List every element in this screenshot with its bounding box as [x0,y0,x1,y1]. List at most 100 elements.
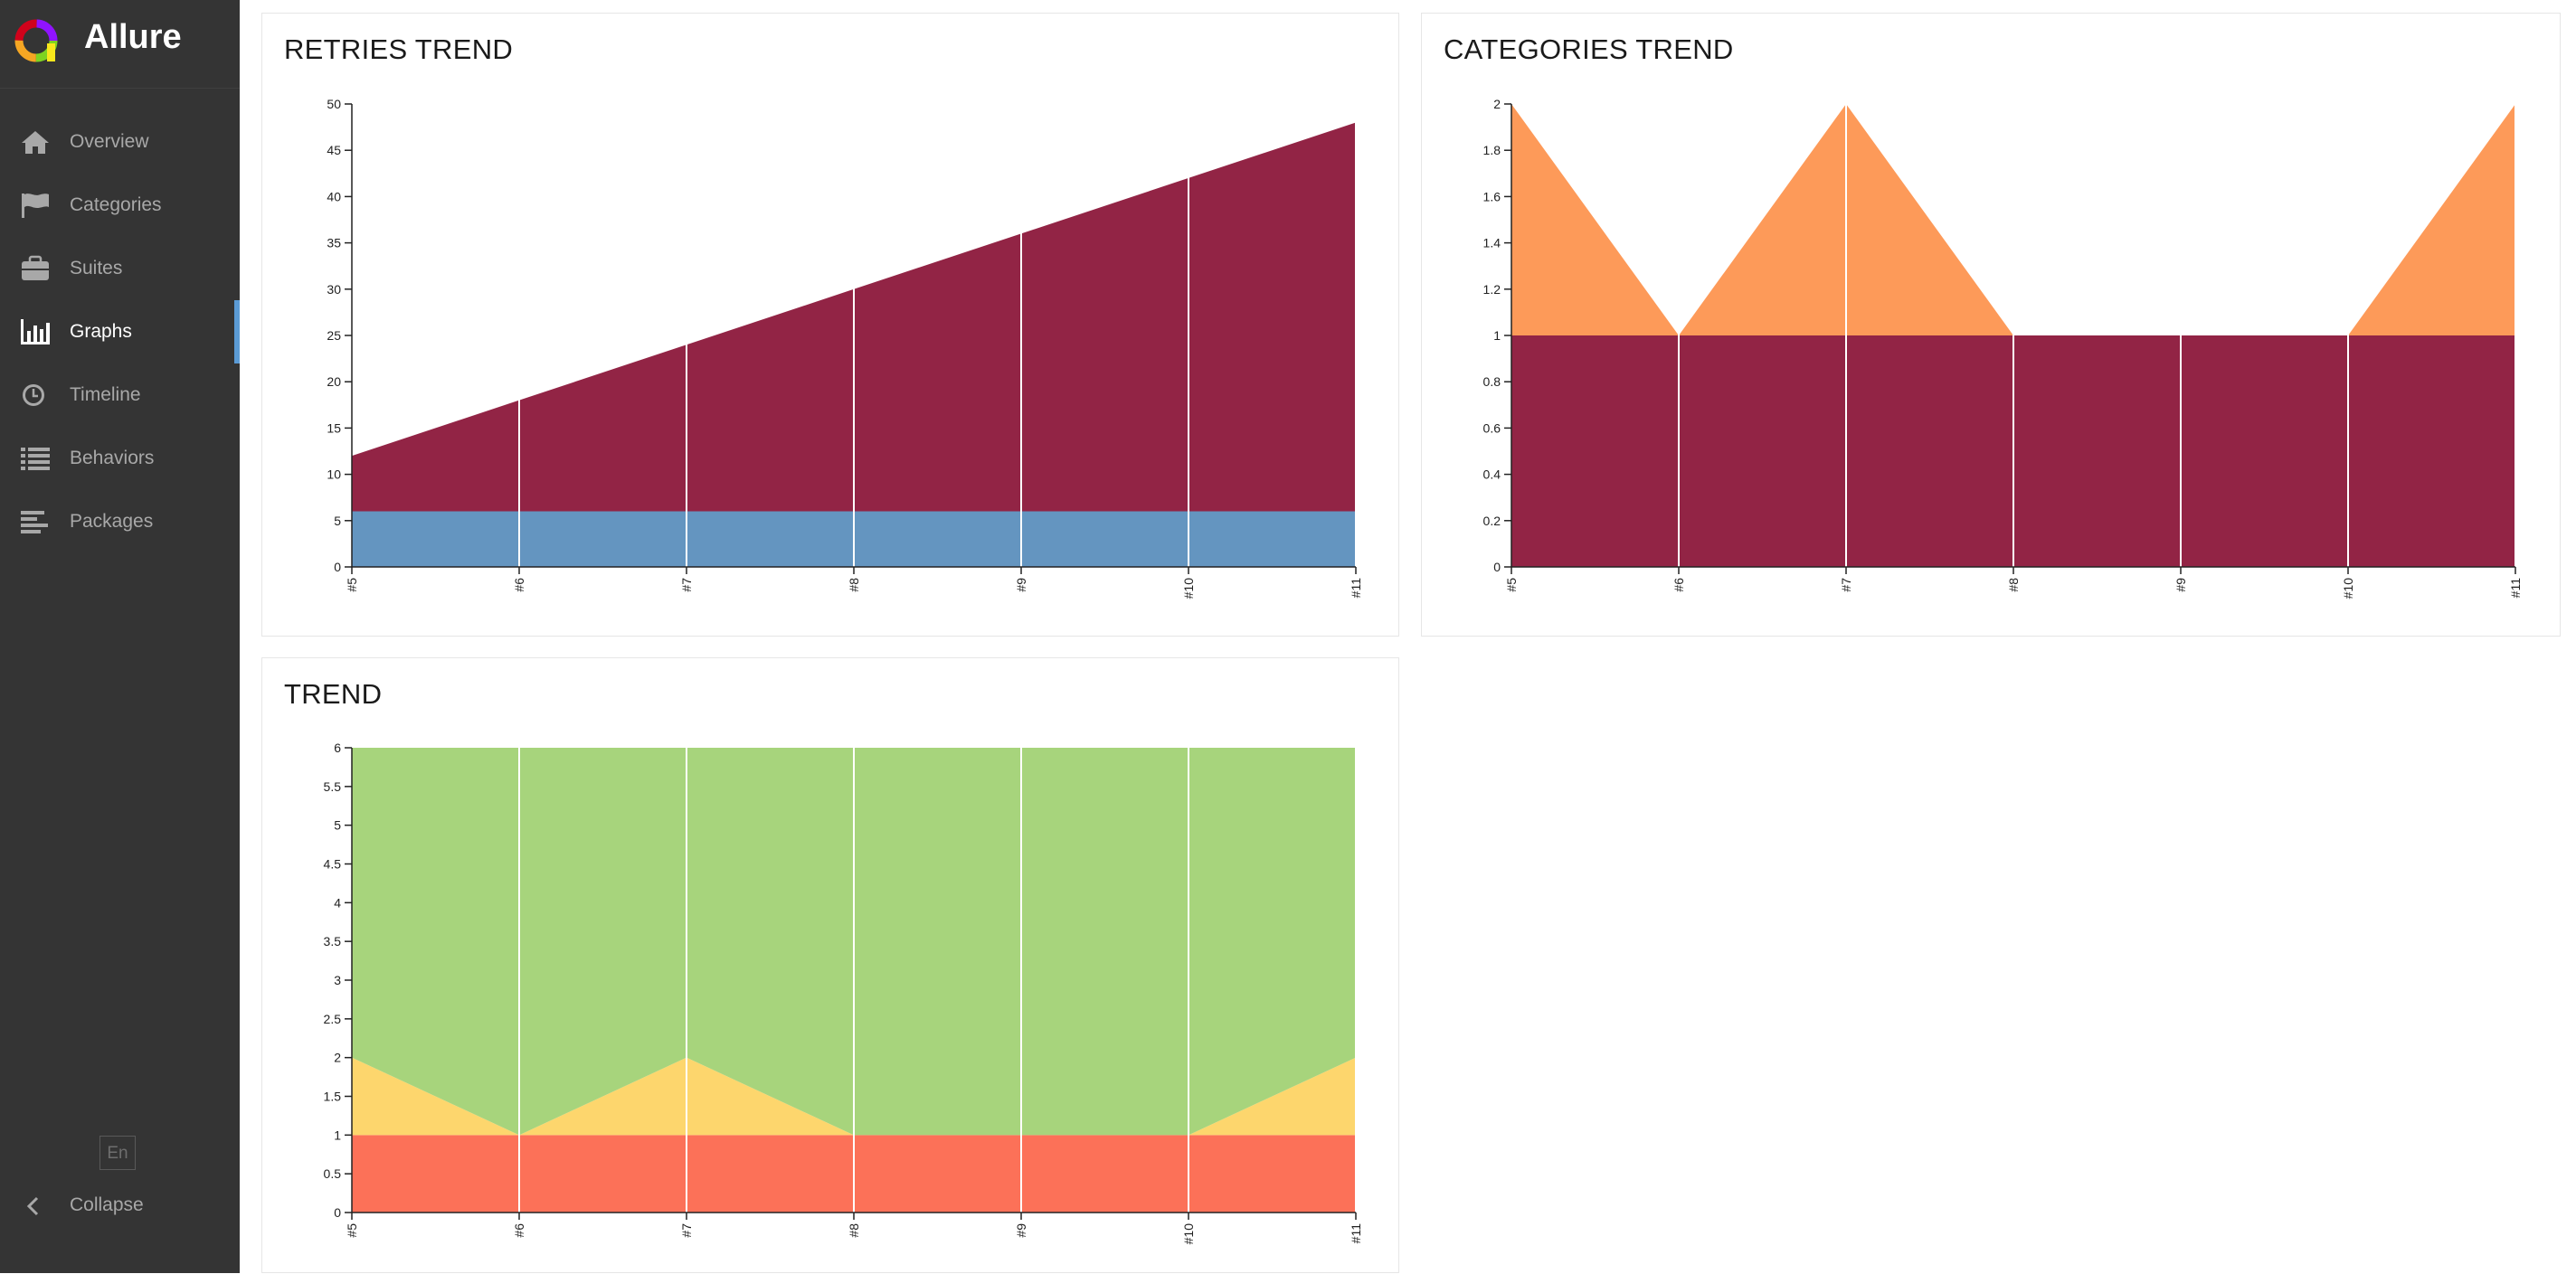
retries-trend-widget: RETRIES TREND 0 5 10 15 20 25 30 35 40 45 50 #5 #6 #7… [261,13,1399,637]
briefcase-icon [22,255,49,280]
sidebar-item-graphs[interactable]: Graphs [0,300,240,363]
y-tick-label: 15 [327,420,341,435]
trend-chart: 0 0.5 1 1.5 2 2.5 3 3.5 4 4.5 5 5.5 6 #5 #6 #7 #8 #9 #10 #1… [324,741,1363,1244]
x-tick-label: #9 [2174,578,2188,592]
y-tick-label: 40 [327,189,341,203]
y-tick-label: 30 [327,282,341,297]
x-tick-label: #7 [679,1223,694,1238]
y-tick-label: 0.5 [324,1166,342,1181]
y-tick-label: 0.6 [1483,420,1501,435]
y-tick-label: 1.4 [1483,236,1501,250]
y-tick-label: 0.8 [1483,374,1501,389]
sidebar-item-label: Suites [70,258,123,278]
x-tick-label: #5 [345,578,359,592]
y-tick-label: 2.5 [324,1012,342,1026]
sidebar-item-label: Packages [70,511,154,532]
y-tick-label: 2 [334,1051,341,1065]
sidebar-item-packages[interactable]: Packages [0,490,240,553]
y-tick-label: 20 [327,374,341,389]
categories-trend-widget: CATEGORIES TREND 0 0.2 0.4 0.6 0.8 1 1.2 1.4 1.6… [1421,13,2561,637]
y-tick-label: 45 [327,143,341,157]
y-tick-label: 6 [334,741,341,755]
widget-title: TREND [284,678,383,710]
x-tick-label: #11 [1349,578,1363,599]
x-tick-label: #6 [512,578,526,592]
sidebar: Allure Overview Categories Suites [0,0,240,1273]
y-tick-label: 1.5 [324,1090,342,1104]
x-tick-label: #8 [847,578,861,592]
y-tick-label: 0.2 [1483,514,1501,528]
axes: 0 5 10 15 20 25 30 35 40 45 50 #5 #6 #7 #8 #9 #10 #11 [327,97,1363,599]
sidebar-item-suites[interactable]: Suites [0,237,240,300]
y-tick-label: 1.8 [1483,143,1501,157]
app-title: Allure [84,18,182,56]
clock-icon [23,384,44,406]
bar-chart-icon [21,319,50,344]
x-tick-label: #5 [345,1223,359,1238]
y-tick-label: 3 [334,973,341,987]
sidebar-item-timeline[interactable]: Timeline [0,363,240,427]
sidebar-item-overview[interactable]: Overview [0,110,240,174]
y-tick-label: 0.4 [1483,467,1501,482]
y-tick-label: 10 [327,467,341,482]
y-tick-label: 35 [327,236,341,250]
sidebar-item-label: Behaviors [70,448,155,468]
x-tick-label: #8 [847,1223,861,1238]
list-icon [21,448,50,470]
sidebar-nav: Overview Categories Suites [0,110,240,553]
sidebar-item-behaviors[interactable]: Behaviors [0,427,240,490]
y-tick-label: 25 [327,328,341,343]
x-tick-label: #6 [1672,578,1686,592]
y-tick-label: 1 [334,1128,341,1142]
y-tick-label: 3.5 [324,934,342,948]
chevron-left-icon [26,1196,39,1216]
sidebar-item-categories[interactable]: Categories [0,174,240,237]
axes: 0 0.2 0.4 0.6 0.8 1 1.2 1.4 1.6 1.8 2 #5 #6 #7 #8 #9 #10… [1483,97,2523,599]
axes: 0 0.5 1 1.5 2 2.5 3 3.5 4 4.5 5 5.5 6 #5 #6 #7 #8 #9 #10 #1… [324,741,1363,1244]
y-tick-label: 2 [1493,97,1501,111]
x-tick-label: #11 [1349,1223,1363,1244]
trend-widget: TREND 0 0.5 1 1.5 2 2.5 3 3.5 4 4.5 5 5.5 6 #5 #6 #7 #8 #… [261,657,1399,1273]
home-icon [22,131,49,154]
area-series-1 [1511,104,2515,335]
x-tick-label: #5 [1504,578,1519,592]
sidebar-item-label: Timeline [70,384,141,405]
flag-icon [22,193,49,218]
y-tick-label: 0 [334,1205,341,1220]
y-tick-label: 50 [327,97,341,111]
x-tick-label: #11 [2508,578,2523,599]
x-tick-label: #7 [679,578,694,592]
y-tick-label: 5 [334,818,341,833]
y-tick-label: 5 [334,514,341,528]
y-tick-label: 0 [334,560,341,574]
categories-trend-chart: 0 0.2 0.4 0.6 0.8 1 1.2 1.4 1.6 1.8 2 #5 #6 #7 #8 #9 #10… [1483,97,2523,599]
allure-logo-icon [14,19,58,62]
sidebar-item-label: Categories [70,194,162,215]
brand[interactable]: Allure [0,0,240,89]
collapse-button[interactable]: Collapse [0,1184,240,1226]
align-left-icon [21,511,48,533]
x-tick-label: #10 [1181,1223,1196,1245]
sidebar-item-label: Overview [70,131,149,152]
y-tick-label: 1.2 [1483,282,1501,297]
y-tick-label: 5.5 [324,779,342,794]
sidebar-item-label: Graphs [70,321,132,342]
x-tick-label: #7 [1839,578,1853,592]
widget-title: CATEGORIES TREND [1444,33,1734,65]
y-tick-label: 1.6 [1483,189,1501,203]
x-tick-label: #10 [2341,578,2355,599]
y-tick-label: 1 [1493,328,1501,343]
language-switcher[interactable]: En [99,1136,136,1170]
area-series-1 [352,1057,1356,1136]
collapse-label: Collapse [70,1194,144,1215]
x-tick-label: #10 [1181,578,1196,599]
y-tick-label: 4.5 [324,857,342,872]
x-tick-label: #9 [1014,578,1028,592]
x-tick-label: #6 [512,1223,526,1238]
widget-title: RETRIES TREND [284,33,514,65]
x-tick-label: #9 [1014,1223,1028,1238]
y-tick-label: 4 [334,895,341,910]
retries-trend-chart: 0 5 10 15 20 25 30 35 40 45 50 #5 #6 #7 #8 #9 #10 #11 [327,97,1363,599]
y-tick-label: 0 [1493,560,1501,574]
x-tick-label: #8 [2006,578,2021,592]
